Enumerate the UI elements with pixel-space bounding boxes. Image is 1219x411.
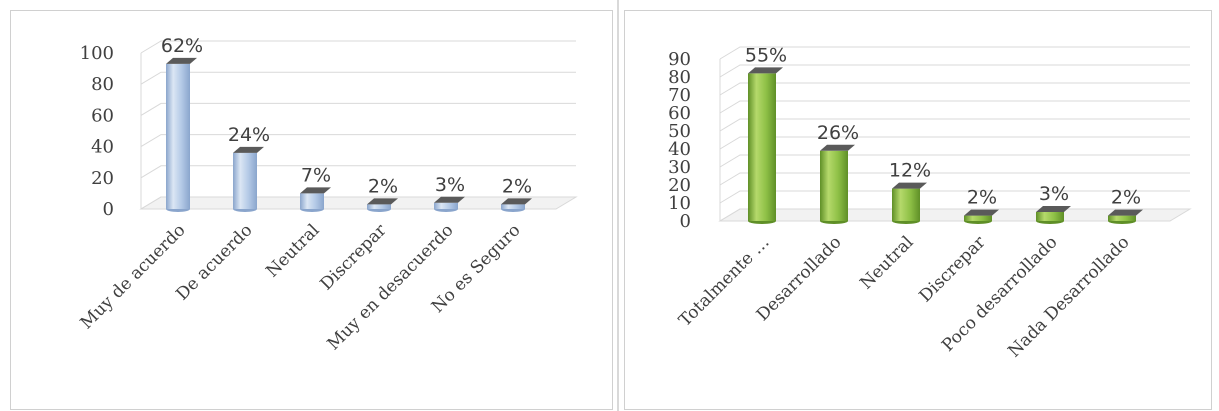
bar bbox=[820, 144, 855, 224]
gridline bbox=[719, 100, 1190, 114]
bar-cap bbox=[892, 182, 927, 189]
data-label: 24% bbox=[228, 124, 270, 146]
y-tick-label: 30 bbox=[668, 157, 691, 178]
gridline bbox=[140, 71, 576, 85]
gridline bbox=[140, 40, 576, 54]
chart-panel-agreement: 0 20 40 60 80 100 62% Muy de acuerdo 24% De acuer… bbox=[10, 10, 613, 410]
bar bbox=[892, 182, 927, 224]
gridline bbox=[719, 190, 1190, 204]
y-tick-label: 80 bbox=[668, 67, 691, 88]
bar bbox=[300, 187, 331, 212]
data-label: 2% bbox=[967, 187, 997, 209]
data-label: 2% bbox=[368, 175, 398, 197]
gridline bbox=[719, 118, 1190, 132]
bar bbox=[434, 196, 465, 212]
x-category-label: Nada Desarrollado bbox=[1004, 232, 1133, 361]
gridline bbox=[140, 165, 576, 179]
bar-cap bbox=[166, 57, 197, 64]
y-tick-label: 100 bbox=[80, 43, 114, 64]
data-label: 12% bbox=[889, 160, 931, 182]
gridline bbox=[140, 196, 576, 210]
bar-cap bbox=[748, 67, 783, 74]
gridline bbox=[719, 46, 1190, 60]
bar bbox=[233, 146, 264, 212]
bar bbox=[166, 57, 197, 212]
bar-cap bbox=[1108, 209, 1143, 216]
x-category-label: Discrepar bbox=[916, 232, 991, 307]
chart-panel-development: 0 10 20 30 40 50 60 70 80 90 55% Totalmente … 26% Des… bbox=[624, 10, 1212, 410]
y-tick-label: 40 bbox=[668, 139, 691, 160]
x-category-label: Neutral bbox=[856, 232, 917, 293]
gridline bbox=[140, 102, 576, 116]
gridline bbox=[719, 136, 1190, 150]
y-tick-label: 70 bbox=[668, 85, 691, 106]
bar bbox=[964, 209, 999, 224]
bar-cap bbox=[501, 198, 532, 205]
bar bbox=[501, 198, 532, 212]
data-label: 62% bbox=[161, 35, 203, 57]
bar-cap bbox=[300, 187, 331, 194]
x-category-label: Neutral bbox=[262, 220, 323, 281]
data-label: 7% bbox=[301, 164, 331, 186]
y-tick-label: 0 bbox=[680, 211, 691, 232]
x-category-label: Muy en desacuerdo bbox=[324, 220, 458, 354]
bar bbox=[1036, 206, 1071, 224]
y-tick-label: 10 bbox=[668, 193, 691, 214]
gridline bbox=[719, 154, 1190, 168]
data-label: 2% bbox=[502, 175, 532, 197]
data-label: 55% bbox=[745, 44, 787, 66]
y-tick-label: 60 bbox=[668, 103, 691, 124]
gridline bbox=[719, 82, 1190, 96]
y-tick-label: 20 bbox=[91, 168, 114, 189]
y-tick-label: 40 bbox=[91, 137, 114, 158]
data-label: 3% bbox=[435, 174, 465, 196]
gridline bbox=[140, 134, 576, 148]
bar bbox=[367, 198, 398, 212]
bar-cap bbox=[434, 196, 465, 203]
data-label: 3% bbox=[1039, 183, 1069, 205]
y-tick-label: 50 bbox=[668, 121, 691, 142]
bar-cap bbox=[367, 198, 398, 205]
gridline bbox=[719, 64, 1190, 78]
bar-cap bbox=[820, 144, 855, 151]
x-category-label: Muy de acuerdo bbox=[77, 220, 190, 333]
y-tick-label: 20 bbox=[668, 175, 691, 196]
panel-divider bbox=[617, 0, 619, 411]
bar-cap bbox=[1036, 206, 1071, 212]
bar-cap bbox=[233, 146, 264, 153]
y-tick-label: 80 bbox=[91, 74, 114, 95]
y-tick-label: 90 bbox=[668, 49, 691, 70]
y-tick-label: 60 bbox=[91, 105, 114, 126]
data-label: 2% bbox=[1111, 187, 1141, 209]
bar bbox=[748, 67, 783, 224]
gridline bbox=[719, 172, 1190, 186]
data-label: 26% bbox=[817, 122, 859, 144]
bar-cap bbox=[964, 209, 999, 216]
y-tick-label: 0 bbox=[103, 199, 114, 220]
bar bbox=[1108, 209, 1143, 224]
